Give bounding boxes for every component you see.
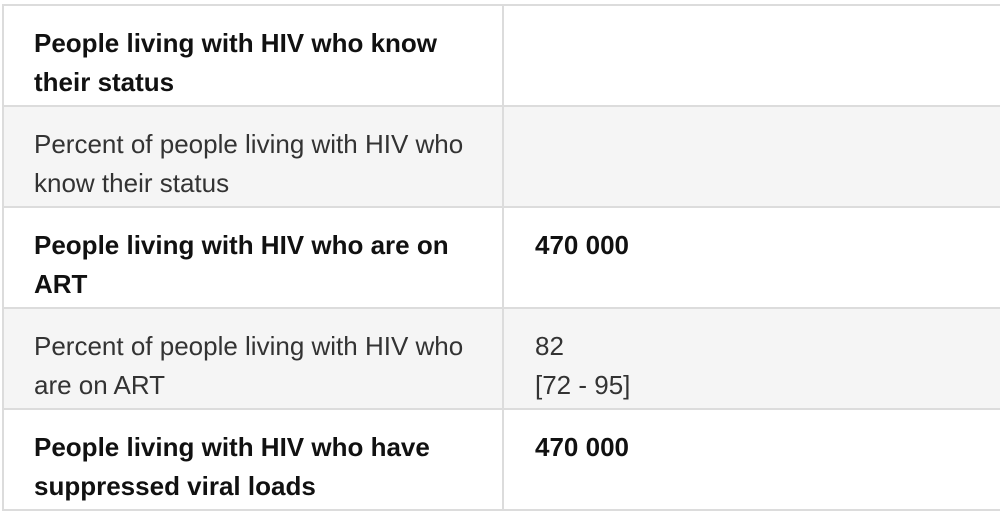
- cell-value: 470 000: [535, 432, 629, 462]
- row-label: Percent of people living with HIV who kn…: [4, 107, 504, 206]
- cell-value: 470 000: [535, 230, 629, 260]
- row-value-cell: 82 [72 - 95]: [504, 309, 1000, 408]
- cell-range: [72 - 95]: [535, 370, 631, 400]
- table-row: Percent of people living with HIV who kn…: [4, 107, 1000, 208]
- row-value-cell: [504, 107, 1000, 206]
- table-row: People living with HIV who are on ART 470…: [4, 208, 1000, 309]
- row-label: People living with HIV who are on ART: [4, 208, 504, 307]
- row-value-cell: 470 000: [504, 208, 1000, 307]
- cell-value: 82: [535, 331, 564, 361]
- row-value-cell: [504, 6, 1000, 105]
- row-label: People living with HIV who know their st…: [4, 6, 504, 105]
- table-row: People living with HIV who have suppress…: [4, 410, 1000, 511]
- row-label: People living with HIV who have suppress…: [4, 410, 504, 509]
- row-label: Percent of people living with HIV who ar…: [4, 309, 504, 408]
- table-row: People living with HIV who know their st…: [4, 6, 1000, 107]
- table-row: Percent of people living with HIV who ar…: [4, 309, 1000, 410]
- table: People living with HIV who know their st…: [2, 4, 1000, 511]
- row-value-cell: 470 000: [504, 410, 1000, 509]
